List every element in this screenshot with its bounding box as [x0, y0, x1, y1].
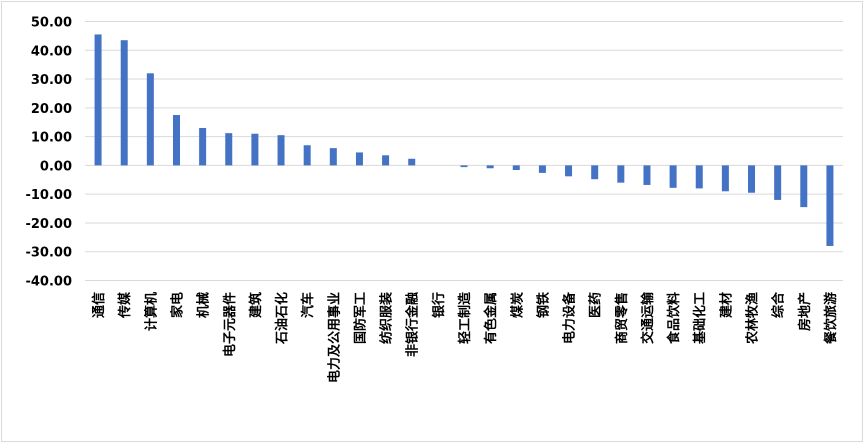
y-tick-label: 10.00 — [31, 131, 72, 146]
bar — [512, 165, 520, 170]
y-tick-label: 0.00 — [40, 159, 72, 174]
x-tick-label: 房地产 — [797, 292, 813, 331]
x-tick-label: 电力及公用事业 — [326, 292, 342, 383]
x-tick-label: 轻工制造 — [457, 291, 473, 344]
x-tick-label: 非银行金融 — [405, 292, 421, 357]
bar — [617, 165, 625, 183]
bar — [408, 158, 416, 166]
bar — [146, 73, 154, 166]
bar — [251, 133, 259, 166]
x-tick-label: 银行 — [431, 292, 447, 318]
bar — [800, 165, 808, 208]
bar — [486, 165, 494, 169]
x-tick-label: 煤炭 — [509, 292, 525, 318]
bar — [748, 165, 756, 193]
x-tick-label: 钢铁 — [535, 292, 551, 318]
x-tick-label: 农林牧渔 — [745, 292, 761, 345]
y-axis-ticks: 50.00 40.00 30.00 20.00 10.00 0.00 -10.00 -20.0… — [25, 16, 72, 290]
x-tick-label: 机械 — [196, 292, 212, 318]
bar — [277, 135, 285, 166]
x-tick-label: 餐饮旅游 — [823, 292, 839, 345]
bar — [382, 155, 390, 166]
x-tick-label: 交通运输 — [640, 291, 656, 344]
y-tick-label: -10.00 — [25, 188, 72, 203]
x-tick-label: 有色金属 — [483, 292, 499, 344]
x-tick-label: 家电 — [169, 292, 185, 318]
x-tick-label: 商贸零售 — [614, 292, 630, 344]
bar — [120, 40, 128, 166]
bars — [94, 34, 834, 246]
x-tick-label: 传媒 — [117, 291, 133, 319]
x-tick-label: 汽车 — [300, 292, 316, 318]
x-tick-label: 医药 — [588, 292, 604, 318]
y-tick-label: -40.00 — [25, 275, 72, 290]
bar — [355, 152, 363, 166]
x-tick-label: 电力设备 — [562, 291, 578, 344]
bar — [774, 165, 782, 200]
x-tick-label: 建筑 — [248, 292, 264, 318]
bar — [94, 34, 102, 166]
bar — [172, 115, 180, 166]
x-tick-label: 纺织服装 — [379, 292, 395, 344]
bar — [591, 165, 599, 180]
bar — [669, 165, 677, 188]
x-tick-label: 食品饮料 — [666, 292, 682, 344]
gridlines — [85, 21, 843, 281]
y-tick-label: 30.00 — [31, 73, 72, 88]
y-tick-label: 40.00 — [31, 44, 72, 59]
x-tick-label: 通信 — [91, 292, 107, 318]
bar — [460, 165, 468, 168]
y-tick-label: -30.00 — [25, 246, 72, 261]
bar — [225, 133, 233, 166]
x-tick-label: 基础化工 — [692, 292, 708, 345]
y-tick-label: 50.00 — [31, 16, 72, 31]
bar — [199, 127, 207, 166]
bar — [695, 165, 703, 189]
bar — [329, 148, 337, 166]
x-tick-label: 综合 — [771, 291, 787, 318]
x-tick-label: 计算机 — [143, 292, 159, 331]
bar — [303, 145, 311, 166]
y-tick-label: -20.00 — [25, 217, 72, 232]
x-tick-label: 国防军工 — [352, 292, 368, 344]
bar — [721, 165, 729, 192]
x-tick-label: 建材 — [718, 292, 734, 318]
bar — [565, 165, 573, 177]
bar — [826, 165, 834, 246]
x-axis-ticks: 通信 传媒 计算机 家电 机械 电子元器件 建筑 石油石化 汽车 电力及公用事业 国防军工 纺织服装非… — [91, 291, 839, 383]
x-tick-label: 石油石化 — [274, 292, 290, 345]
y-tick-label: 20.00 — [31, 102, 72, 117]
x-tick-label: 电子元器件 — [222, 292, 238, 357]
bar — [538, 165, 546, 173]
bar — [643, 165, 651, 185]
